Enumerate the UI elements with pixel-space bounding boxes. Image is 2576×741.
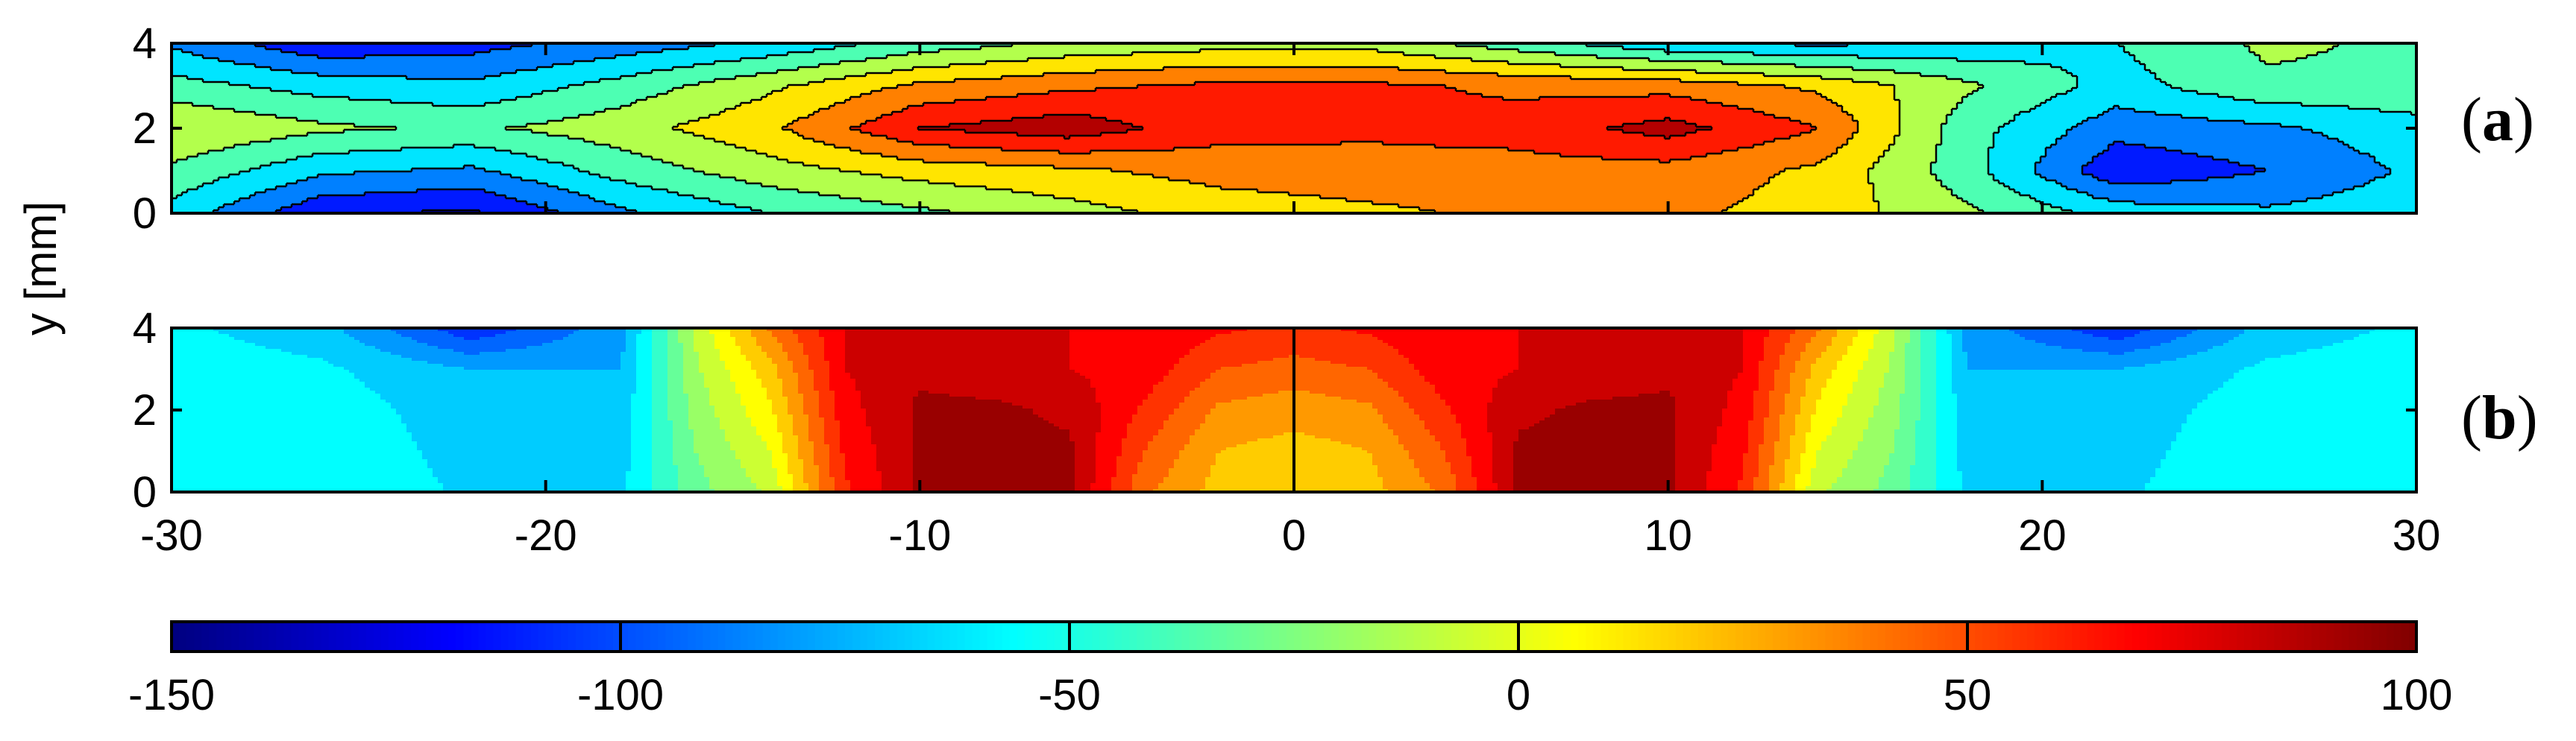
panel-a: 024 (a) — [133, 19, 2534, 238]
heatmap-a-cells — [172, 43, 2417, 214]
